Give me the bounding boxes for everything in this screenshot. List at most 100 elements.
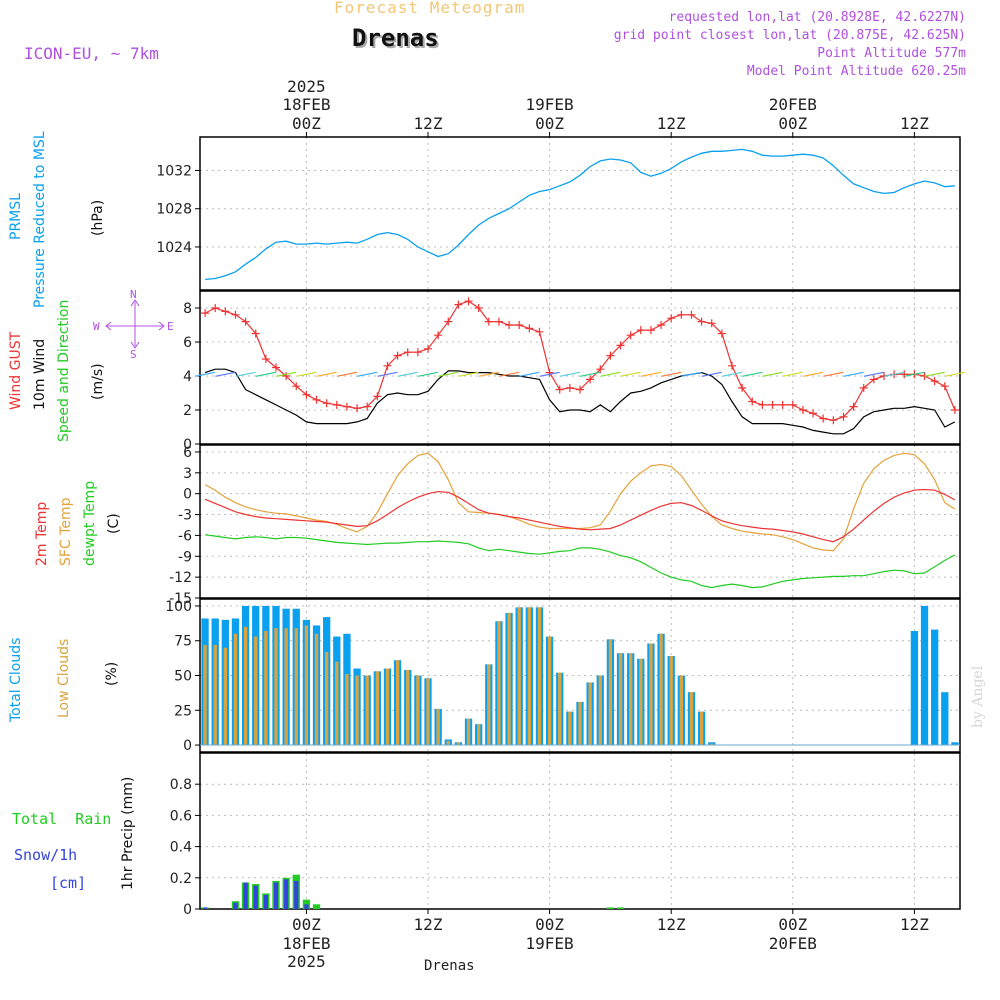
gust-marker <box>798 406 807 414</box>
year-label-bottom: 2025 <box>287 952 326 971</box>
label-snow-unit: [cm] <box>50 874 87 892</box>
wind-gust-line <box>204 300 956 421</box>
gust-marker <box>231 310 240 319</box>
low-cloud-bar <box>375 671 379 746</box>
low-cloud-bar <box>406 669 410 746</box>
low-cloud-bar <box>264 630 268 746</box>
low-cloud-bar <box>679 675 683 746</box>
gust-marker <box>657 321 666 329</box>
gust-marker <box>697 317 706 326</box>
low-cloud-bar <box>355 675 359 746</box>
low-cloud-bar <box>568 711 572 746</box>
gust-marker <box>859 383 868 392</box>
gust-marker <box>241 317 250 326</box>
y-tick-label: 3 <box>183 466 192 482</box>
total-cloud-bar <box>951 742 959 746</box>
gust-marker <box>839 412 848 421</box>
snow-bar <box>233 902 238 909</box>
gust-marker <box>474 304 483 312</box>
panel-frame <box>199 598 961 753</box>
wind-direction-arrow <box>681 371 702 377</box>
low-cloud-bar <box>487 664 491 746</box>
wind-direction-arrow <box>194 371 216 377</box>
gust-marker <box>819 414 828 423</box>
low-cloud-bar <box>497 621 501 746</box>
x-tick-label-bottom: 00Z <box>778 915 807 934</box>
low-cloud-bar <box>537 607 542 746</box>
x-tick-label-top: 12Z <box>414 114 443 133</box>
y-tick-label: 75 <box>174 634 192 650</box>
gust-marker <box>738 383 747 392</box>
gust-marker <box>728 361 736 370</box>
gust-marker <box>940 382 949 391</box>
y-tick-label: 1028 <box>156 202 192 218</box>
snow-bar <box>283 879 289 909</box>
gust-marker <box>596 365 605 374</box>
wind-direction-arrow <box>640 371 662 377</box>
gust-marker <box>555 385 564 394</box>
low-cloud-bar <box>527 607 531 746</box>
low-cloud-bar <box>618 653 623 746</box>
date-label-top: 19FEB <box>526 95 574 114</box>
panel-frame <box>199 444 961 599</box>
y-tick-label: 1024 <box>156 240 192 256</box>
gust-marker <box>484 317 493 326</box>
gust-marker <box>748 397 757 406</box>
date-label-bottom: 18FEB <box>282 934 330 953</box>
date-label-bottom: 20FEB <box>769 934 817 953</box>
gust-marker <box>312 395 321 404</box>
y-tick-label: -9 <box>178 549 192 565</box>
gust-marker <box>778 400 787 409</box>
x-tick-label-top: 12Z <box>900 114 929 133</box>
wind-direction-arrow <box>884 371 905 377</box>
gust-marker <box>849 402 858 411</box>
wind-direction-arrow <box>215 371 236 377</box>
wind-direction-arrow <box>438 371 459 377</box>
wind-direction-arrow <box>498 371 520 377</box>
wind-direction-arrow <box>802 371 824 377</box>
y-tick-label: -12 <box>169 570 192 586</box>
y-tick-label: -6 <box>178 528 192 544</box>
y-tick-label: 0.6 <box>170 808 192 824</box>
gust-marker <box>515 321 524 329</box>
low-cloud-bar <box>547 636 552 746</box>
total-cloud-bar <box>931 629 939 746</box>
wind-direction-arrow <box>762 371 783 377</box>
low-cloud-bar <box>456 742 461 746</box>
low-cloud-bar <box>649 643 653 746</box>
gust-marker <box>667 314 676 323</box>
low-cloud-bar <box>365 675 369 746</box>
location-title: Drenas <box>352 24 439 52</box>
y-tick-label: -3 <box>178 508 192 524</box>
y-tick-label: 4 <box>183 369 192 385</box>
gust-marker <box>424 344 432 353</box>
gust-marker <box>342 402 351 411</box>
low-cloud-bar <box>669 656 673 746</box>
gust-marker <box>565 383 574 392</box>
gust-marker <box>454 300 463 309</box>
gust-marker <box>758 400 767 409</box>
wind-direction-arrow <box>235 371 256 377</box>
total-cloud-bar <box>910 630 919 746</box>
date-label-top: 18FEB <box>282 95 330 114</box>
compass-n: N <box>130 288 137 301</box>
compass-rose-icon <box>105 299 165 349</box>
compass-w: W <box>93 320 100 333</box>
wind-direction-arrow <box>417 371 439 377</box>
low-cloud-bar <box>395 660 400 746</box>
x-tick-label-top: 00Z <box>535 114 564 133</box>
gust-marker <box>768 400 777 409</box>
snow-bar <box>263 894 269 909</box>
panel-frame <box>199 290 961 445</box>
y-tick-label: 0 <box>183 437 192 453</box>
snow-bar <box>202 907 208 909</box>
low-cloud-bar <box>345 674 349 746</box>
grid-point-coords: grid point closest lon,lat (20.875E, 42.… <box>613 28 966 43</box>
low-cloud-bar <box>385 668 390 746</box>
gust-marker <box>413 348 422 357</box>
gust-marker <box>576 385 584 394</box>
model-altitude: Model Point Altitude 620.25m <box>746 64 966 79</box>
dewpoint-line <box>205 534 956 589</box>
gust-marker <box>403 348 412 357</box>
x-tick-label-bottom: 00Z <box>292 915 321 934</box>
